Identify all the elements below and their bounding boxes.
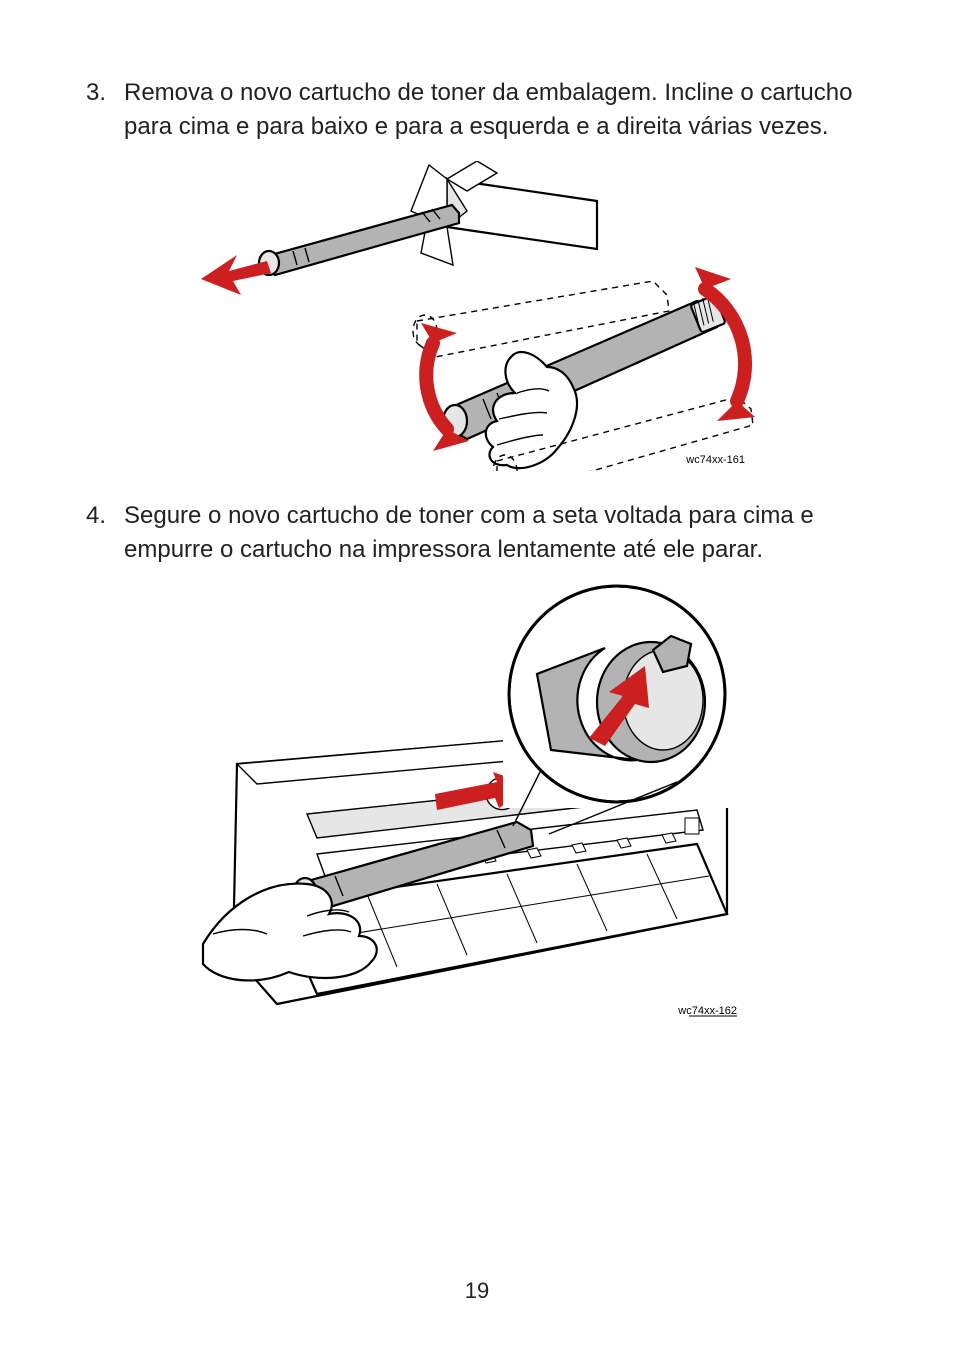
- step-4-text: Segure o novo cartucho de toner com a se…: [124, 499, 884, 566]
- svg-text:wc74xx-162: wc74xx-162: [677, 1005, 737, 1017]
- manual-page: 3. Remova o novo cartucho de toner da em…: [0, 0, 954, 1352]
- step-3-number: 3.: [70, 76, 124, 110]
- step-3: 3. Remova o novo cartucho de toner da em…: [70, 76, 884, 143]
- figure-1-wrap: wc74xx-161: [70, 161, 884, 471]
- figure-2-wrap: wc74xx-162: [70, 584, 884, 1044]
- figure-1: wc74xx-161: [197, 161, 757, 471]
- page-number: 19: [0, 1278, 954, 1304]
- step-4: 4. Segure o novo cartucho de toner com a…: [70, 499, 884, 566]
- step-3-text: Remova o novo cartucho de toner da embal…: [124, 76, 884, 143]
- step-4-number: 4.: [70, 499, 124, 533]
- svg-text:wc74xx-161: wc74xx-161: [685, 454, 745, 466]
- figure-2: wc74xx-162: [197, 584, 757, 1044]
